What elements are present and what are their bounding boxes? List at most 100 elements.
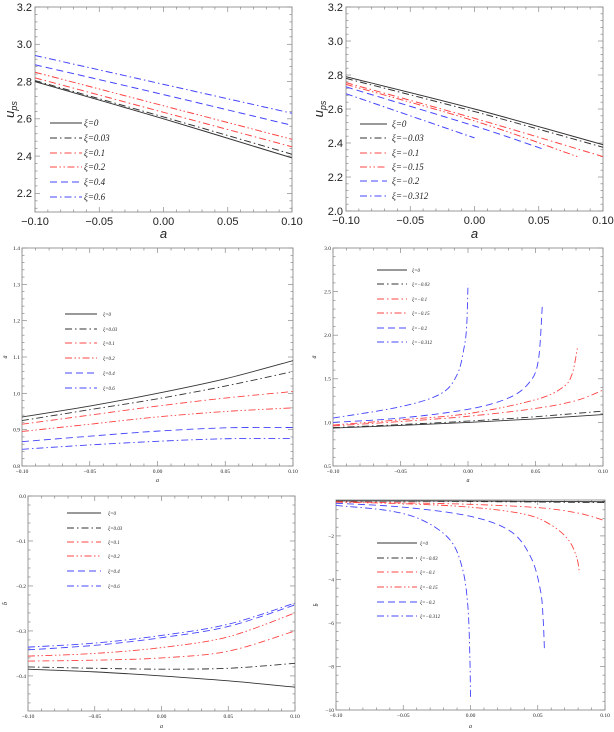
x-tick-label: 0.05 (531, 469, 541, 475)
x-axis-label: a (469, 724, 472, 730)
y-tick-label: −0.1 (16, 539, 26, 545)
legend-label: ξ=−0.15 (420, 585, 438, 591)
series-line-4 (346, 83, 578, 158)
legend-label: ξ=0.2 (108, 554, 120, 560)
series-line-6 (333, 284, 469, 419)
y-tick-label: 2.5 (324, 290, 331, 296)
y-tick-label: 3.0 (324, 246, 331, 252)
series-line-6 (346, 93, 475, 139)
legend-label: ξ=−0.1 (412, 297, 427, 303)
series-line-5 (28, 604, 295, 651)
y-tick-label: −8 (328, 664, 334, 670)
series-line-1 (346, 76, 603, 146)
x-tick-label: 0.10 (281, 216, 302, 228)
y-tick-label: 2.4 (17, 151, 32, 163)
y-tick-label: 1.4 (13, 246, 20, 252)
chart-panel-6: −0.10 −0.05 0.00 0.05 0.10 −10 −8 −6 −4 −2 a b̄ ξ=0 ξ… (313, 499, 610, 730)
series-line-1 (333, 414, 603, 429)
plot-area (336, 500, 605, 697)
x-tick-label: −0.10 (22, 714, 35, 720)
legend-label: ξ=−0.2 (392, 176, 420, 186)
series-line-2 (22, 371, 293, 422)
plot-area (28, 602, 295, 688)
plot-area (333, 284, 603, 429)
legend-label: ξ=−0.15 (412, 311, 430, 317)
x-axis-label: a (160, 226, 167, 241)
x-tick-label: −0.05 (85, 216, 113, 228)
series-line-3 (333, 389, 603, 427)
y-tick-label: 1.5 (324, 377, 331, 383)
series-line-1 (35, 81, 292, 159)
x-tick-label: −0.05 (397, 713, 410, 719)
y-tick-label: −10 (325, 708, 334, 714)
y-axis-label: b̄ (2, 602, 9, 605)
x-tick-label: −0.10 (330, 713, 343, 719)
y-axis-label-subscript: ps (318, 100, 328, 111)
legend-label: ξ=0.1 (84, 148, 105, 158)
x-tick-label: −0.05 (396, 215, 424, 227)
y-axis-label: ā (312, 356, 318, 359)
x-tick-label: −0.10 (16, 469, 29, 475)
legend-label: ξ=0.2 (103, 356, 115, 362)
x-tick-label: 0.10 (288, 469, 298, 475)
series-line-5 (346, 86, 546, 151)
y-tick-label: 2.0 (324, 333, 331, 339)
series-line-2 (333, 410, 603, 429)
x-axis-label: a (467, 478, 470, 484)
x-tick-label: 0.00 (463, 469, 473, 475)
chart-panel-1: −0.10 −0.05 0.00 0.05 0.10 2.2 2.4 2.6 2.8 3.0 3.2… (2, 2, 303, 241)
y-tick-label: 0.0 (19, 494, 26, 500)
y-axis-label: b̄ (313, 603, 320, 606)
plot-area (35, 54, 292, 159)
series-line-4 (336, 501, 580, 573)
x-tick-label: −0.05 (394, 469, 407, 475)
legend-label: ξ=−0.1 (392, 148, 419, 158)
legend-label: ξ=0 (420, 541, 429, 547)
legend-label: ξ=0.6 (103, 386, 115, 392)
x-tick-label: 0.00 (153, 216, 174, 228)
y-tick-label: 0.5 (324, 464, 331, 470)
legend-label: ξ=−0.312 (392, 191, 429, 201)
legend-label: ξ=−0.03 (420, 556, 438, 562)
y-tick-label: 0.9 (13, 428, 20, 434)
legend-label: ξ=0 (392, 119, 407, 129)
legend-label: ξ=−0.312 (412, 340, 433, 346)
y-axis-label-base: u (311, 110, 326, 117)
y-tick-label: 3.2 (17, 2, 32, 14)
y-tick-label: 3.0 (17, 39, 32, 51)
series-line-3 (336, 501, 605, 522)
y-tick-label: 2.0 (328, 206, 343, 218)
legend-label: ξ=0.6 (108, 584, 120, 590)
x-tick-label: 0.00 (464, 215, 485, 227)
y-axis-label: ups (311, 100, 328, 117)
y-tick-label: 1.1 (13, 355, 20, 361)
x-axis-label: a (160, 724, 163, 730)
chart-panel-3: −0.10 −0.05 0.00 0.05 0.10 0.8 0.9 1.0 1.1 1.2 1.3… (3, 246, 298, 484)
legend-label: ξ=−0.2 (412, 326, 428, 332)
y-tick-label: 1.3 (13, 282, 20, 288)
y-tick-label: 3.0 (328, 36, 343, 48)
series-line-3 (28, 630, 295, 662)
series-line-3 (346, 82, 603, 158)
x-tick-label: 0.05 (217, 216, 238, 228)
legend-label: ξ=0.6 (84, 192, 106, 202)
y-tick-label: −0.4 (16, 674, 26, 680)
x-tick-label: 0.05 (223, 714, 233, 720)
series-line-5 (333, 306, 543, 423)
x-tick-label: 0.00 (153, 469, 163, 475)
y-tick-label: 2.6 (328, 104, 343, 116)
legend-label: ξ=0.03 (103, 327, 118, 333)
y-tick-label: 1.2 (13, 319, 20, 325)
series-line-5 (22, 427, 293, 443)
y-tick-label: 2.8 (328, 70, 343, 82)
x-axis-label: a (156, 478, 159, 484)
plot-frame (332, 247, 604, 467)
legend-label: ξ=0.03 (84, 133, 110, 143)
legend-label: ξ=0.4 (108, 569, 120, 575)
x-tick-label: −0.10 (21, 216, 49, 228)
legend-label: ξ=0.03 (108, 526, 123, 532)
legend-label: ξ=−0.312 (420, 614, 441, 620)
series-line-2 (35, 80, 292, 155)
y-tick-label: −6 (328, 621, 334, 627)
